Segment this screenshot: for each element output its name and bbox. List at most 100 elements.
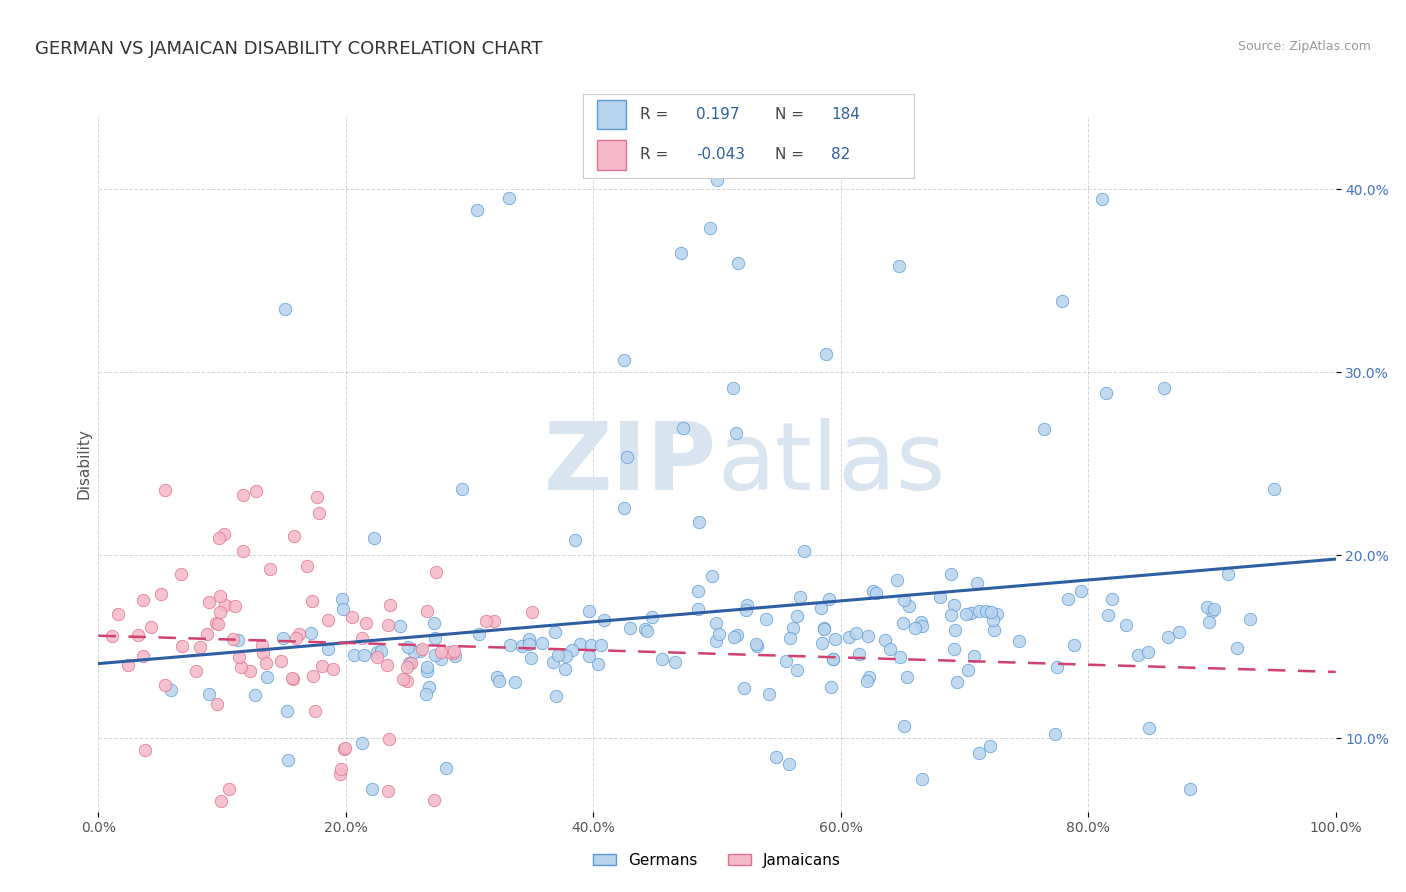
Point — [782, 621, 804, 635]
Point — [1101, 592, 1123, 607]
Point — [616, 450, 638, 464]
Point — [969, 746, 991, 760]
Point — [1239, 612, 1261, 626]
Point — [209, 794, 232, 808]
Point — [281, 673, 304, 687]
Point — [422, 616, 444, 631]
Point — [564, 533, 586, 547]
Point — [974, 604, 997, 618]
Point — [205, 697, 228, 711]
Point — [939, 608, 962, 623]
Point — [388, 618, 411, 632]
Point — [1097, 608, 1119, 623]
Point — [117, 658, 139, 673]
Point — [955, 607, 977, 621]
Point — [821, 652, 844, 666]
Point — [820, 680, 842, 694]
Point — [544, 624, 567, 639]
Text: N =: N = — [775, 107, 804, 122]
Point — [270, 654, 292, 668]
Point — [1032, 422, 1054, 436]
Point — [1216, 567, 1239, 582]
Point — [700, 568, 723, 582]
Point — [613, 353, 636, 368]
Point — [845, 625, 868, 640]
Point — [1201, 604, 1223, 618]
Point — [699, 221, 721, 235]
Point — [1008, 634, 1031, 648]
Point — [378, 731, 401, 746]
Point — [733, 681, 755, 696]
Point — [745, 637, 768, 651]
Point — [243, 688, 266, 702]
Point — [277, 753, 299, 767]
Point — [340, 609, 363, 624]
Point — [613, 500, 636, 515]
Text: R =: R = — [640, 147, 668, 162]
Point — [858, 629, 880, 643]
Point — [578, 603, 600, 617]
Point — [963, 648, 986, 663]
Point — [641, 609, 664, 624]
Point — [396, 640, 419, 654]
Point — [1063, 638, 1085, 652]
Point — [304, 704, 326, 718]
Point — [723, 630, 745, 644]
Point — [704, 616, 727, 631]
Point — [402, 644, 425, 658]
Point — [1198, 615, 1220, 629]
Point — [672, 421, 695, 435]
Point — [363, 532, 385, 546]
Point — [411, 642, 433, 657]
Text: Source: ZipAtlas.com: Source: ZipAtlas.com — [1237, 40, 1371, 54]
Point — [153, 678, 176, 692]
Point — [468, 627, 491, 641]
Point — [671, 246, 693, 260]
Point — [1197, 599, 1219, 614]
Point — [765, 749, 787, 764]
Point — [775, 654, 797, 668]
Point — [283, 529, 305, 543]
Point — [865, 585, 887, 599]
Point — [547, 648, 569, 662]
Point — [245, 484, 267, 499]
Point — [297, 559, 319, 574]
Point — [195, 627, 218, 641]
Point — [441, 646, 464, 660]
Point — [416, 660, 439, 674]
Point — [252, 647, 274, 661]
Point — [155, 483, 177, 498]
Point — [503, 674, 526, 689]
Point — [980, 605, 1002, 619]
Point — [398, 657, 420, 671]
Point — [1204, 602, 1226, 616]
Point — [308, 506, 330, 520]
Point — [232, 544, 254, 558]
Point — [429, 652, 451, 666]
Point — [889, 650, 911, 665]
Point — [127, 628, 149, 642]
Point — [482, 614, 505, 628]
Point — [1070, 584, 1092, 599]
Point — [209, 589, 232, 603]
Point — [579, 638, 602, 652]
Point — [786, 663, 808, 677]
Point — [706, 173, 728, 187]
Point — [437, 645, 460, 659]
Point — [416, 664, 439, 678]
Point — [779, 631, 801, 645]
Point — [519, 651, 541, 665]
Point — [1095, 386, 1118, 401]
Point — [423, 648, 446, 663]
Point — [284, 631, 307, 645]
Point — [813, 622, 835, 636]
Point — [745, 640, 768, 654]
Point — [855, 673, 877, 688]
Point — [423, 631, 446, 645]
Point — [810, 601, 832, 615]
Point — [858, 670, 880, 684]
Point — [727, 256, 749, 270]
Point — [734, 603, 756, 617]
Point — [789, 590, 811, 604]
Point — [522, 605, 544, 619]
